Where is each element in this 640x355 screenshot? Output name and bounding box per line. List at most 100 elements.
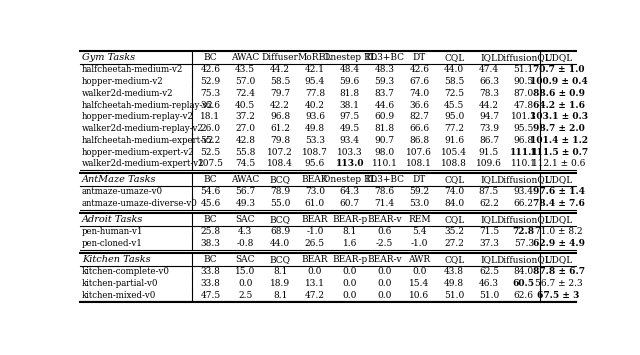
Text: 25.8: 25.8 (200, 228, 221, 236)
Text: 61.2: 61.2 (270, 124, 290, 133)
Text: 100.9 ± 0.4: 100.9 ± 0.4 (530, 77, 588, 86)
Text: 42.2: 42.2 (270, 100, 290, 110)
Text: 52.9: 52.9 (200, 77, 221, 86)
Text: 96.8: 96.8 (270, 112, 290, 121)
Text: 96.8: 96.8 (514, 136, 534, 145)
Text: 62.5: 62.5 (479, 267, 499, 276)
Text: 61.0: 61.0 (305, 199, 325, 208)
Text: 93.4: 93.4 (340, 136, 360, 145)
Text: CQL: CQL (444, 215, 464, 224)
Text: 37.3: 37.3 (479, 239, 499, 248)
Text: 15.4: 15.4 (409, 279, 429, 288)
Text: 47.4: 47.4 (479, 65, 499, 74)
Text: 18.9: 18.9 (270, 279, 290, 288)
Text: 49.8: 49.8 (305, 124, 325, 133)
Text: 79.7: 79.7 (270, 89, 290, 98)
Text: hopper-medium-expert-v2: hopper-medium-expert-v2 (82, 148, 195, 157)
Text: 74.0: 74.0 (444, 187, 464, 196)
Text: 47.5: 47.5 (200, 291, 221, 300)
Text: 18.1: 18.1 (200, 112, 221, 121)
Text: 56.7 ± 2.3: 56.7 ± 2.3 (535, 279, 582, 288)
Text: 54.6: 54.6 (200, 187, 221, 196)
Text: 0.0: 0.0 (342, 291, 357, 300)
Text: BCQ: BCQ (269, 175, 291, 184)
Text: walker2d-medium-v2: walker2d-medium-v2 (82, 89, 173, 98)
Text: SAC: SAC (236, 215, 255, 224)
Text: kitchen-complete-v0: kitchen-complete-v0 (82, 267, 170, 276)
Text: 101.4 ± 1.2: 101.4 ± 1.2 (529, 136, 588, 145)
Text: 51.1: 51.1 (514, 65, 534, 74)
Text: 103.3: 103.3 (337, 148, 362, 157)
Text: 51.0: 51.0 (479, 291, 499, 300)
Text: 67.6: 67.6 (410, 77, 429, 86)
Text: Gym Tasks: Gym Tasks (82, 53, 135, 62)
Text: 87.5: 87.5 (479, 187, 499, 196)
Text: 15.0: 15.0 (235, 267, 255, 276)
Text: 93.6: 93.6 (305, 112, 325, 121)
Text: 0.0: 0.0 (238, 279, 253, 288)
Text: IQL: IQL (481, 255, 497, 264)
Text: AWR: AWR (408, 255, 431, 264)
Text: 27.0: 27.0 (236, 124, 255, 133)
Text: 97.5: 97.5 (340, 112, 360, 121)
Text: 0.0: 0.0 (378, 267, 392, 276)
Text: 78.3: 78.3 (479, 89, 499, 98)
Text: 71.4: 71.4 (374, 199, 395, 208)
Text: BCQ: BCQ (269, 215, 291, 224)
Text: 27.2: 27.2 (444, 239, 464, 248)
Text: CQL: CQL (444, 53, 464, 62)
Text: 40.5: 40.5 (235, 100, 255, 110)
Text: 93.4: 93.4 (514, 187, 534, 196)
Text: 75.3: 75.3 (200, 89, 221, 98)
Text: 86.8: 86.8 (410, 136, 429, 145)
Text: 46.3: 46.3 (479, 279, 499, 288)
Text: 70.7 ± 1.0: 70.7 ± 1.0 (533, 65, 584, 74)
Text: 112.1 ± 0.6: 112.1 ± 0.6 (532, 159, 586, 168)
Text: 44.0: 44.0 (444, 65, 464, 74)
Text: 78.4 ± 7.6: 78.4 ± 7.6 (532, 199, 584, 208)
Text: 45.5: 45.5 (444, 100, 465, 110)
Text: 95.6: 95.6 (305, 159, 325, 168)
Text: 0.0: 0.0 (308, 267, 322, 276)
Text: -1.0: -1.0 (306, 228, 324, 236)
Text: 98.7 ± 2.0: 98.7 ± 2.0 (532, 124, 584, 133)
Text: 42.6: 42.6 (410, 65, 429, 74)
Text: antmaze-umaze-v0: antmaze-umaze-v0 (82, 187, 163, 196)
Text: 71.0 ± 8.2: 71.0 ± 8.2 (535, 228, 582, 236)
Text: 94.7: 94.7 (479, 112, 499, 121)
Text: 42.6: 42.6 (200, 65, 221, 74)
Text: 108.4: 108.4 (267, 159, 293, 168)
Text: 103.1 ± 0.3: 103.1 ± 0.3 (529, 112, 588, 121)
Text: DiffusionQL: DiffusionQL (497, 255, 551, 264)
Text: 47.2: 47.2 (305, 291, 325, 300)
Text: 68.9: 68.9 (270, 228, 290, 236)
Text: hopper-medium-v2: hopper-medium-v2 (82, 77, 164, 86)
Text: 66.6: 66.6 (410, 124, 429, 133)
Text: hopper-medium-replay-v2: hopper-medium-replay-v2 (82, 112, 194, 121)
Text: 43.8: 43.8 (444, 267, 464, 276)
Text: 57.3: 57.3 (514, 239, 534, 248)
Text: 95.5: 95.5 (513, 124, 534, 133)
Text: BEAR: BEAR (301, 175, 328, 184)
Text: 60.9: 60.9 (374, 112, 395, 121)
Text: BC: BC (204, 215, 218, 224)
Text: -1.0: -1.0 (411, 239, 428, 248)
Text: 48.4: 48.4 (340, 65, 360, 74)
Text: 66.2: 66.2 (514, 199, 534, 208)
Text: 0.0: 0.0 (342, 267, 357, 276)
Text: 87.8 ± 6.7: 87.8 ± 6.7 (532, 267, 584, 276)
Text: 26.5: 26.5 (305, 239, 325, 248)
Text: walker2d-medium-replay-v2: walker2d-medium-replay-v2 (82, 124, 204, 133)
Text: 44.2: 44.2 (479, 100, 499, 110)
Text: UDQL: UDQL (545, 255, 573, 264)
Text: 56.7: 56.7 (235, 187, 255, 196)
Text: 73.0: 73.0 (305, 187, 325, 196)
Text: UDQL: UDQL (545, 175, 573, 184)
Text: 0.0: 0.0 (342, 279, 357, 288)
Text: -0.8: -0.8 (237, 239, 254, 248)
Text: 35.2: 35.2 (444, 228, 464, 236)
Text: 87.0: 87.0 (514, 89, 534, 98)
Text: DiffusionQL: DiffusionQL (497, 53, 551, 62)
Text: 33.8: 33.8 (200, 267, 220, 276)
Text: SAC: SAC (236, 255, 255, 264)
